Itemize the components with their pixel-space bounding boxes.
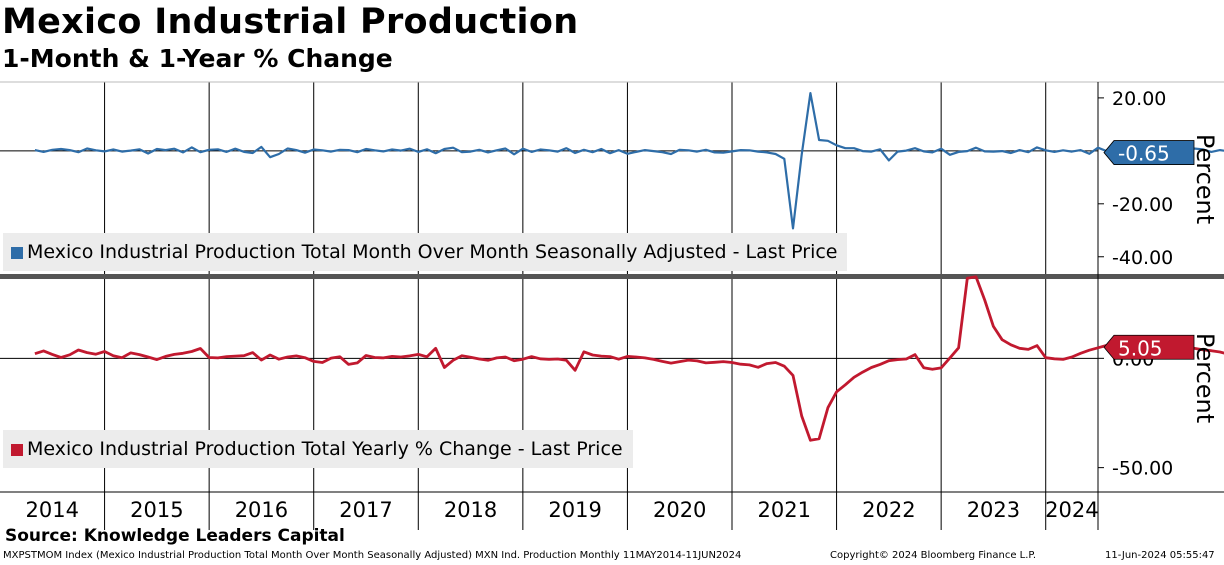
bloomberg-index-note: MXPSTMOM Index (Mexico Industrial Produc… — [3, 550, 742, 561]
top-legend-label: Mexico Industrial Production Total Month… — [27, 241, 838, 263]
x-tick-label-2022: 2022 — [862, 498, 916, 522]
mom-last-value-label: -0.65 — [1118, 142, 1170, 166]
yoy-last-value-label: 5.05 — [1118, 336, 1163, 360]
x-tick-label-2021: 2021 — [757, 498, 812, 522]
mom-last-value-badge — [1103, 140, 1195, 165]
copyright-note: Copyright© 2024 Bloomberg Finance L.P. — [830, 550, 1037, 561]
x-tick-label-2017: 2017 — [339, 498, 393, 522]
chart-subtitle: 1-Month & 1-Year % Change — [2, 44, 393, 73]
yoy-ytick-label: -50.00 — [1112, 458, 1173, 480]
top-legend: Mexico Industrial Production Total Month… — [3, 233, 848, 271]
chart-title: Mexico Industrial Production — [2, 2, 579, 42]
panel-divider[interactable] — [0, 274, 1224, 279]
bottom-legend: Mexico Industrial Production Total Yearl… — [3, 430, 633, 468]
x-tick-label-2024: 2024 — [1045, 498, 1099, 522]
x-tick-label-2020: 2020 — [652, 498, 707, 522]
source-note: Source: Knowledge Leaders Capital — [5, 526, 345, 546]
yoy-last-value-badge — [1103, 334, 1195, 360]
x-tick-label-2023: 2023 — [966, 498, 1021, 522]
x-tick-label-2014: 2014 — [25, 498, 80, 522]
x-tick-label-2018: 2018 — [443, 498, 498, 522]
top-legend-swatch — [11, 247, 23, 259]
bottom-y-axis-label: Percent — [1191, 332, 1220, 424]
x-tick-label-2016: 2016 — [234, 498, 289, 522]
x-tick-label-2019: 2019 — [548, 498, 602, 522]
timestamp: 11-Jun-2024 05:55:47 — [1105, 550, 1215, 561]
mom-ytick-label: -20.00 — [1112, 194, 1173, 216]
bottom-legend-swatch — [11, 444, 23, 456]
mom-ytick-label: 20.00 — [1112, 88, 1166, 110]
x-tick-label-2015: 2015 — [130, 498, 184, 522]
mom-ytick-label: -40.00 — [1112, 247, 1173, 269]
bottom-legend-label: Mexico Industrial Production Total Yearl… — [27, 438, 623, 460]
last-value-badges: -0.65 5.05 — [1103, 140, 1195, 360]
top-y-axis-label: Percent — [1191, 133, 1220, 225]
axis-lines — [0, 81, 1224, 530]
